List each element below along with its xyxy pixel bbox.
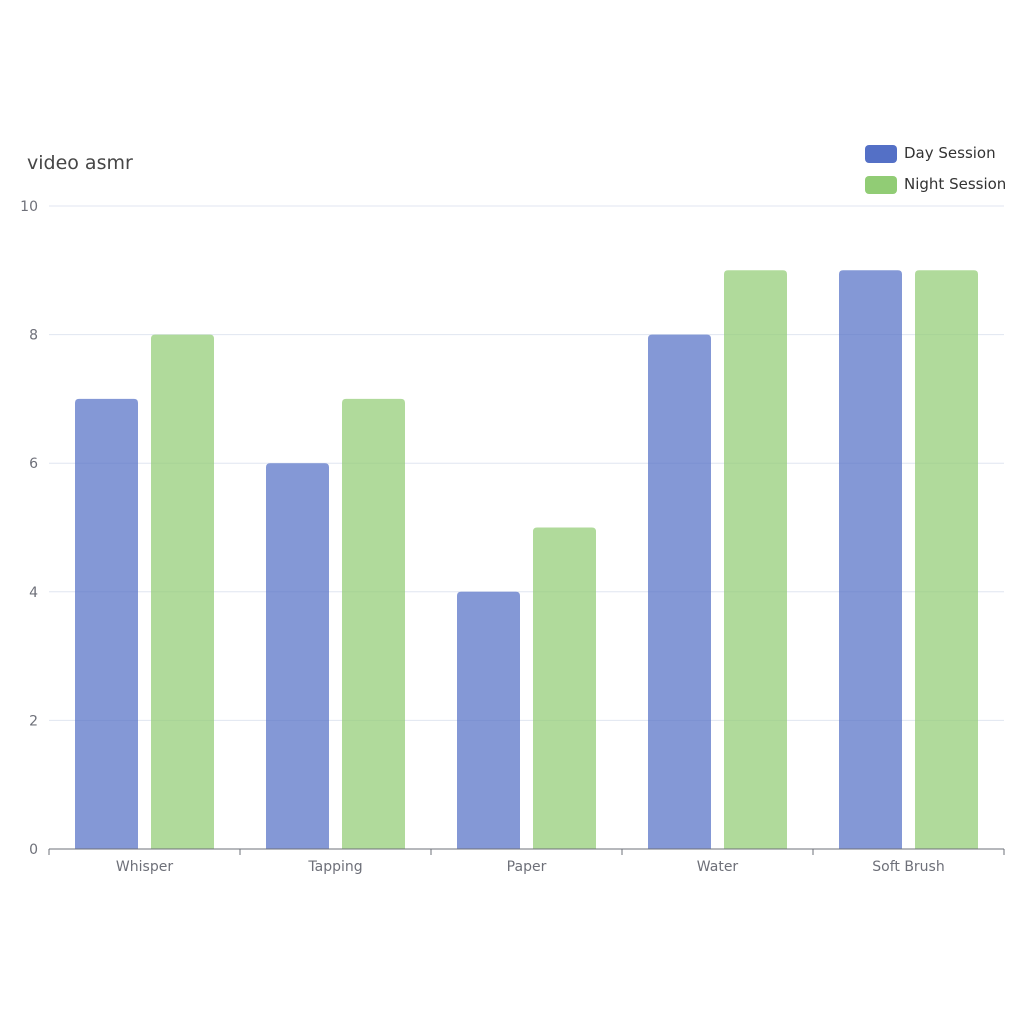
legend-label-day-session: Day Session (904, 144, 996, 162)
bar-day-session[interactable] (648, 334, 711, 850)
x-tick-label: Paper (507, 859, 547, 875)
y-tick-label: 2 (29, 713, 38, 729)
y-tick-label: 4 (29, 585, 38, 601)
bar-day-session[interactable] (839, 270, 902, 849)
legend-swatch-night-session (865, 176, 897, 194)
legend-label-night-session: Night Session (904, 175, 1006, 193)
y-tick-label: 10 (20, 199, 38, 215)
y-axis-ticks: 0 2 4 6 8 10 (20, 199, 38, 858)
x-tick-label: Whisper (116, 859, 173, 875)
x-tick-label: Tapping (307, 859, 362, 875)
legend-item-night-session[interactable]: Night Session (865, 175, 1006, 194)
x-tick-label: Soft Brush (872, 859, 944, 875)
bar-night-session[interactable] (533, 527, 596, 850)
bar-day-session[interactable] (266, 463, 329, 849)
x-axis: Whisper Tapping Paper Water Soft Brush (48, 848, 1005, 875)
y-tick-label: 0 (29, 842, 38, 858)
bar-night-session[interactable] (342, 398, 405, 849)
bar-night-session[interactable] (724, 270, 787, 849)
bar-day-session[interactable] (457, 591, 520, 849)
y-tick-label: 6 (29, 456, 38, 472)
y-tick-label: 8 (29, 328, 38, 344)
legend-item-day-session[interactable]: Day Session (865, 144, 996, 163)
legend-swatch-day-session (865, 145, 897, 163)
bar-night-session[interactable] (915, 270, 978, 849)
bars (75, 270, 978, 850)
x-tick-label: Water (697, 859, 739, 875)
bar-day-session[interactable] (75, 398, 138, 849)
chart-title: video asmr (27, 152, 133, 174)
legend[interactable]: Day Session Night Session (865, 144, 1006, 194)
bar-night-session[interactable] (151, 334, 214, 850)
